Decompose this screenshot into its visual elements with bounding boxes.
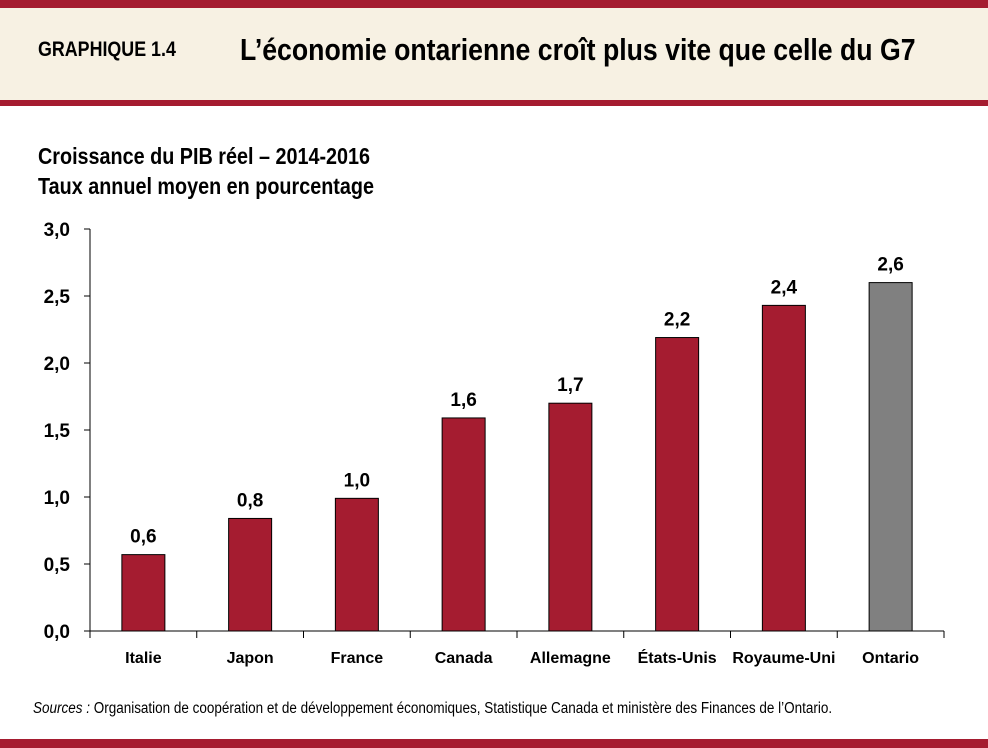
y-tick-label: 3,0 bbox=[44, 220, 70, 241]
chart-number: GRAPHIQUE 1.4 bbox=[38, 38, 176, 61]
bar-états-unis bbox=[655, 337, 700, 632]
top-accent-bar bbox=[0, 0, 988, 8]
x-tick-label: Ontario bbox=[862, 650, 919, 667]
x-tick-label: Italie bbox=[125, 650, 162, 667]
data-label: 0,6 bbox=[130, 527, 156, 548]
bar-ontario bbox=[868, 282, 913, 632]
header bbox=[0, 8, 988, 100]
bar-japon bbox=[228, 517, 273, 632]
chart-units: Taux annuel moyen en pourcentage bbox=[38, 173, 374, 199]
source-note: Sources : Organisation de coopération et… bbox=[33, 700, 832, 718]
x-tick-label: Royaume-Uni bbox=[732, 650, 835, 667]
bar-allemagne bbox=[548, 402, 593, 632]
bottom-accent-bar bbox=[0, 739, 988, 748]
source-prefix: Sources : bbox=[33, 700, 90, 717]
y-tick-label: 0,0 bbox=[44, 622, 70, 643]
bar-italie bbox=[121, 554, 166, 632]
chart-title: L’économie ontarienne croît plus vite qu… bbox=[240, 32, 916, 67]
x-tick-label: États-Unis bbox=[638, 648, 717, 667]
x-tick-label: Allemagne bbox=[530, 650, 611, 667]
bar-canada bbox=[441, 417, 486, 632]
data-label: 2,6 bbox=[877, 255, 903, 276]
bar-royaume-uni bbox=[761, 304, 806, 632]
data-label: 2,4 bbox=[771, 277, 798, 298]
y-tick-label: 2,5 bbox=[44, 287, 71, 308]
data-label: 2,2 bbox=[664, 310, 690, 331]
source-text: Organisation de coopération et de dévelo… bbox=[89, 700, 833, 717]
header-divider bbox=[0, 100, 988, 106]
y-tick-label: 2,0 bbox=[44, 354, 70, 375]
data-label: 1,7 bbox=[557, 375, 583, 396]
data-label: 0,8 bbox=[237, 490, 263, 511]
data-label: 1,6 bbox=[450, 390, 476, 411]
y-tick-label: 1,0 bbox=[44, 488, 70, 509]
x-tick-label: Canada bbox=[435, 650, 493, 667]
y-tick-label: 1,5 bbox=[44, 421, 71, 442]
y-tick-label: 0,5 bbox=[44, 555, 71, 576]
x-tick-label: France bbox=[331, 650, 384, 667]
chart-subtitle: Croissance du PIB réel – 2014-2016 bbox=[38, 143, 371, 169]
bar-france bbox=[334, 497, 379, 632]
x-tick-label: Japon bbox=[227, 650, 274, 667]
data-label: 1,0 bbox=[344, 470, 370, 491]
